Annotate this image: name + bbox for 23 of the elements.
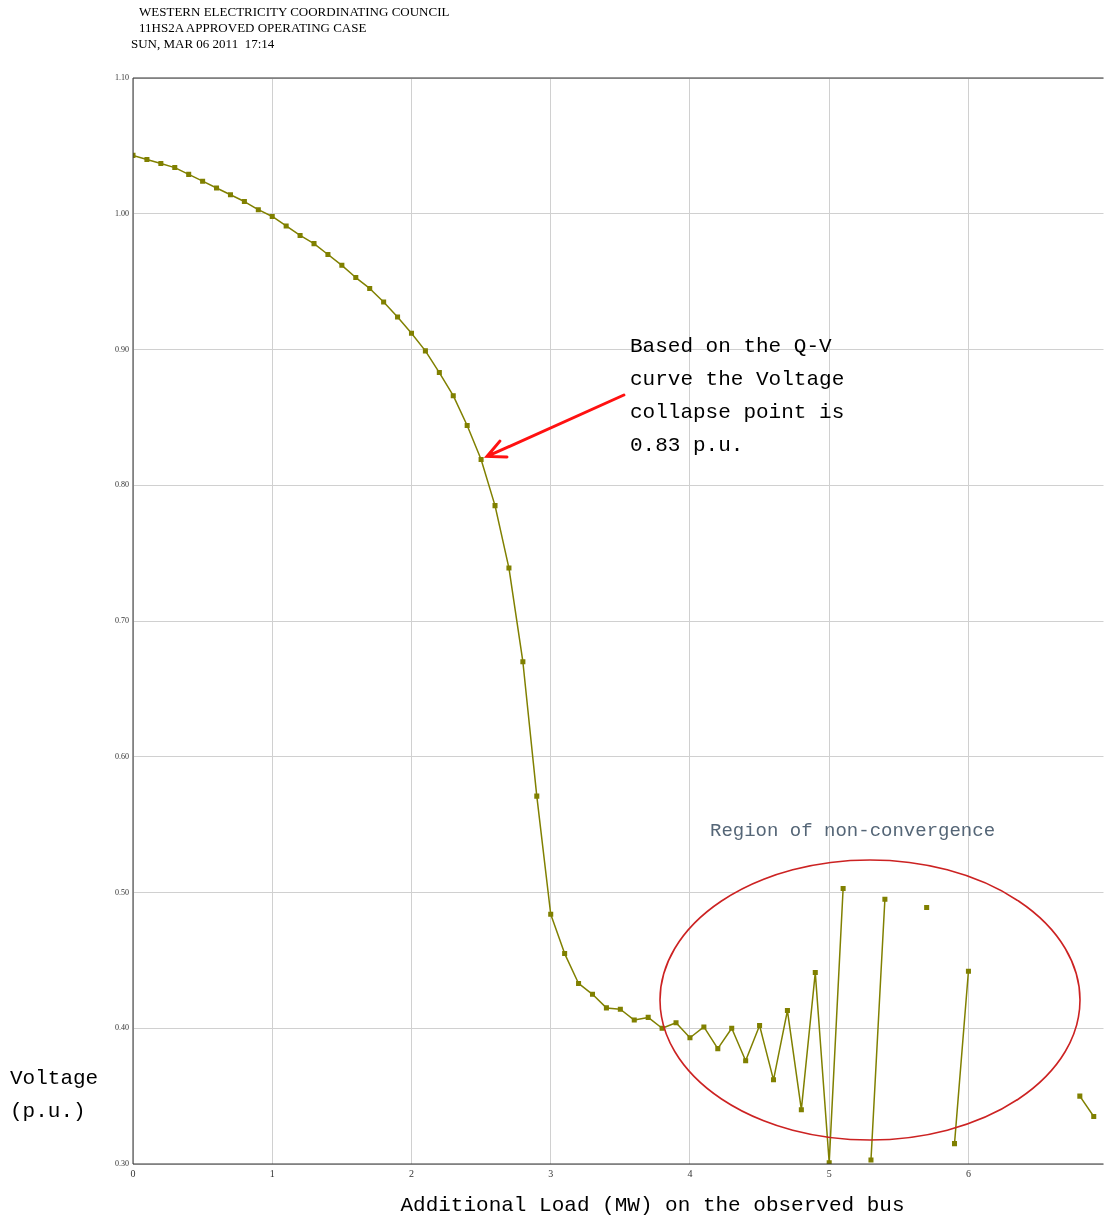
x-tick-label: 4: [687, 1167, 693, 1179]
y-tick-label: 1.10: [115, 73, 129, 83]
x-tick-label: 0: [130, 1167, 136, 1179]
y-tick-label: 0.70: [115, 616, 129, 626]
x-axis-title: Additional Load (MW) on the observed bus: [399, 1194, 906, 1217]
chart-title: WESTERN ELECTRICITY COORDINATING COUNCIL: [139, 4, 450, 20]
x-tick-label: 5: [826, 1167, 832, 1179]
y-axis-title: Voltage (p.u.): [10, 1066, 100, 1125]
annotation: Region of non-convergence: [710, 820, 996, 842]
y-tick-label: 1.00: [115, 208, 129, 218]
chart-subtitle: 11HS2A APPROVED OPERATING CASE: [139, 20, 367, 36]
y-tick-label: 0.40: [115, 1023, 129, 1033]
x-tick-label: 2: [408, 1167, 414, 1179]
x-tick-label: 6: [965, 1167, 971, 1179]
y-tick-label: 0.50: [115, 887, 129, 897]
y-tick-label: 0.60: [115, 751, 129, 761]
y-tick-label: 0.80: [115, 480, 129, 490]
x-tick-label: 3: [548, 1167, 554, 1179]
text: SUN, MAR 06 2011 17:14: [131, 36, 275, 52]
x-tick-label: 1: [269, 1167, 275, 1179]
y-tick-label: 0.30: [115, 1159, 129, 1169]
y-tick-label: 0.90: [115, 344, 129, 354]
annotation: Based on the Q-V curve the Voltage collapse point is 0.83 p.u.: [630, 334, 846, 459]
